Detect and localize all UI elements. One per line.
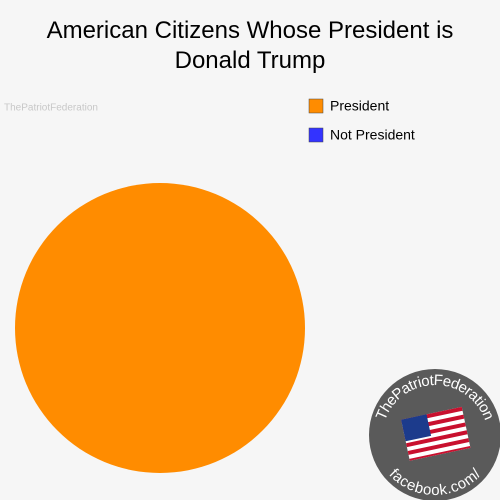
legend-label: President [330,98,389,114]
badge: ThePatriotFederation facebook.com/ [369,369,500,500]
legend-label: Not President [330,127,415,143]
watermark: ThePatriotFederation [4,103,98,114]
pie [15,183,305,473]
legend-swatch [308,127,324,143]
pie-slice [15,183,305,473]
flag [401,406,471,461]
chart-title: American Citizens Whose President is Don… [46,17,454,74]
legend-swatch [308,98,324,114]
legend: President Not President [308,98,415,143]
